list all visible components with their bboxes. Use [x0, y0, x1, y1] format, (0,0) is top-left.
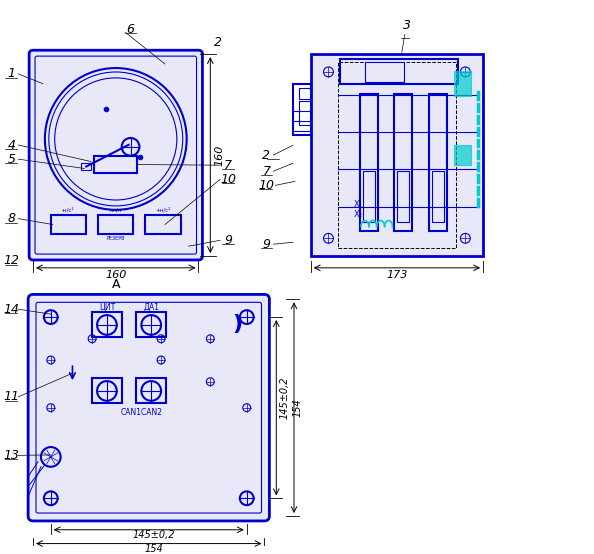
Text: 10: 10 — [258, 179, 274, 192]
Text: CAN1CAN2: CAN1CAN2 — [121, 408, 162, 417]
Bar — [50, 214, 86, 234]
Text: 8: 8 — [7, 212, 15, 225]
Bar — [432, 171, 444, 222]
Text: +н/с²: +н/с² — [156, 207, 170, 213]
Bar — [394, 94, 412, 232]
Bar — [365, 62, 405, 82]
Bar — [137, 378, 166, 403]
Text: ДА1: ДА1 — [143, 302, 159, 311]
Text: 7: 7 — [224, 158, 232, 172]
Bar — [311, 54, 483, 256]
Bar — [92, 312, 122, 337]
Text: 2: 2 — [214, 36, 222, 49]
Text: A: A — [112, 278, 120, 291]
Text: 4: 4 — [7, 138, 15, 151]
Bar — [98, 214, 134, 234]
Bar — [397, 171, 409, 222]
Text: 145±0,2: 145±0,2 — [279, 377, 289, 419]
Text: кн/н: кн/н — [109, 208, 122, 213]
Bar — [94, 156, 137, 173]
Bar — [429, 94, 447, 232]
Text: 2: 2 — [263, 148, 270, 162]
Text: 3: 3 — [403, 19, 411, 33]
Text: 154: 154 — [144, 543, 163, 553]
Bar — [360, 94, 378, 232]
Text: ): ) — [232, 314, 242, 334]
Bar — [81, 162, 91, 171]
Bar — [299, 101, 311, 125]
Text: 14: 14 — [4, 302, 20, 316]
Text: 12: 12 — [4, 254, 20, 268]
Text: 13: 13 — [4, 449, 20, 462]
Text: -н/с²: -н/с² — [62, 207, 75, 213]
Bar — [363, 171, 375, 222]
Bar — [340, 59, 459, 84]
Text: 1: 1 — [7, 68, 15, 80]
Text: 145±0,2: 145±0,2 — [132, 530, 175, 540]
FancyBboxPatch shape — [28, 294, 270, 521]
Text: ЦИТ: ЦИТ — [99, 302, 115, 311]
Bar — [137, 312, 166, 337]
Bar — [299, 89, 311, 99]
Text: X₁: X₁ — [353, 201, 362, 209]
Bar — [92, 378, 122, 403]
Text: 160: 160 — [214, 145, 225, 166]
Text: 9: 9 — [263, 238, 270, 251]
Text: РЕЗЕРВ: РЕЗЕРВ — [106, 237, 125, 242]
Bar — [454, 71, 471, 95]
Text: 9: 9 — [224, 234, 232, 247]
Text: 7: 7 — [263, 165, 270, 178]
Text: 5: 5 — [7, 153, 15, 166]
Text: X₂: X₂ — [353, 210, 362, 219]
Text: 173: 173 — [386, 270, 407, 280]
Text: 11: 11 — [4, 391, 20, 403]
Text: 6: 6 — [127, 23, 135, 36]
Bar — [454, 146, 471, 165]
Text: 154: 154 — [292, 398, 302, 417]
Text: 160: 160 — [105, 270, 127, 280]
Text: 10: 10 — [220, 173, 236, 186]
Bar — [339, 62, 456, 248]
FancyBboxPatch shape — [29, 50, 203, 260]
Bar — [293, 84, 311, 135]
Bar — [146, 214, 181, 234]
